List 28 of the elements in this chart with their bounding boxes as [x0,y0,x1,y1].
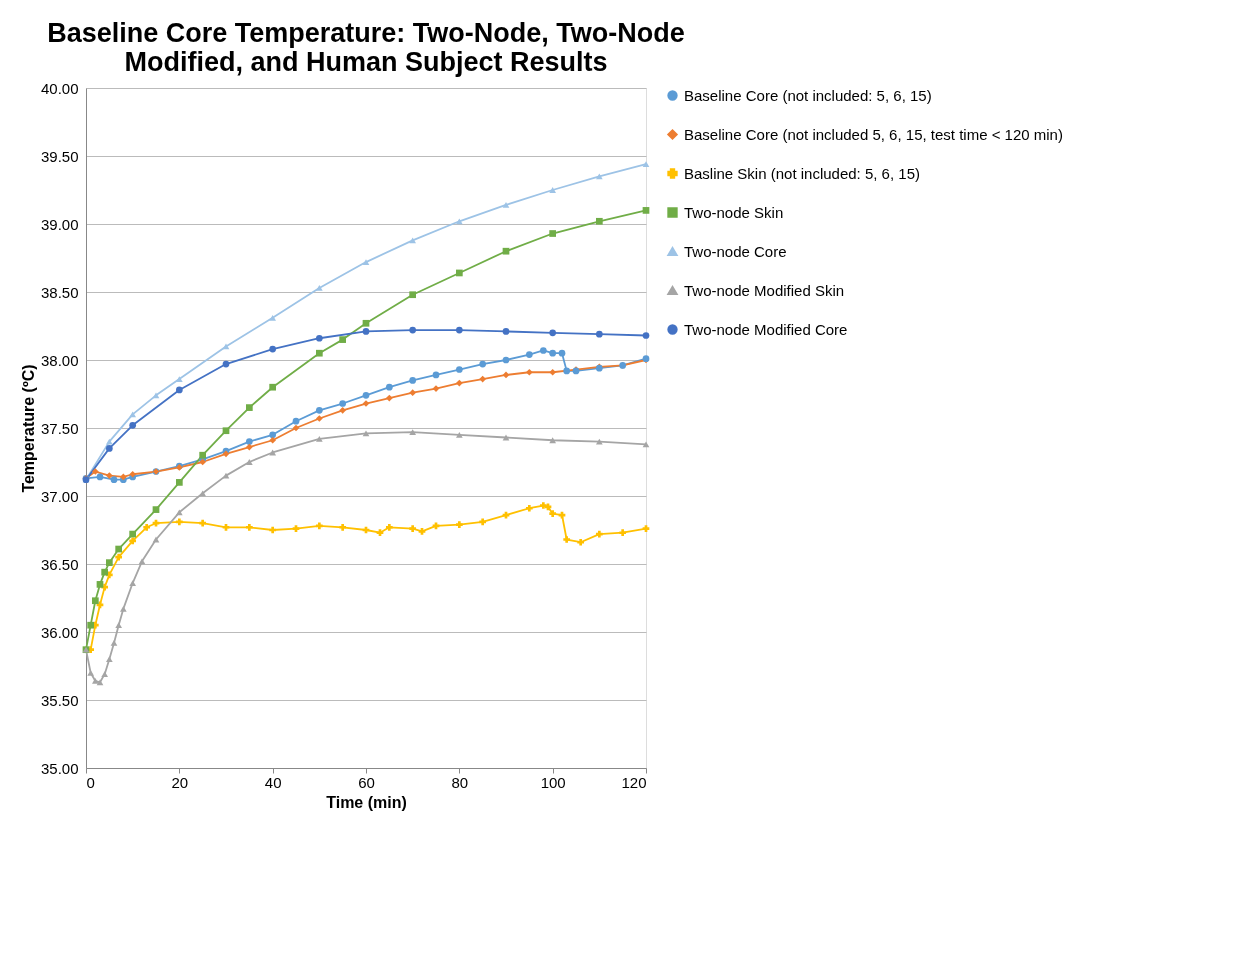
x-tick-label: 20 [171,773,189,791]
x-tick-label: 100 [540,773,566,791]
legend-label: Baseline Core (not included: 5, 6, 15) [684,86,932,104]
y-tick-label: 35.00 [40,759,79,777]
legend-label: Two-node Modified Skin [684,281,845,299]
y-tick-label: 39.00 [40,215,79,233]
y-axis-title: Temperature (ºC) [19,364,37,493]
y-tick-label: 37.00 [40,487,79,505]
x-tick-label: 80 [451,773,469,791]
y-tick-label: 37.50 [40,419,79,437]
y-tick-label: 35.50 [40,691,79,709]
y-tick-label: 38.00 [40,351,79,369]
x-tick-label: 40 [264,773,282,791]
y-tick-label: 39.50 [40,147,79,165]
legend-label: Basline Skin (not included: 5, 6, 15) [684,164,920,182]
y-tick-label: 36.00 [40,623,79,641]
x-axis-title: Time (min) [326,793,407,811]
chart-title: Baseline Core Temperature: Two-Node, Two-Node Modified, and Human Subject Results [47,18,685,77]
y-tick-label: 36.50 [40,555,79,573]
legend-label: Two-node Skin [684,203,784,221]
x-tick-label: 120 [621,773,647,791]
y-tick-label: 40.00 [40,79,79,97]
x-tick-label: 60 [358,773,375,791]
legend-label: Two-node Core [684,242,787,260]
legend-label: Baseline Core (not included 5, 6, 15, test time < 120 min) [684,125,1063,143]
x-tick-label: 0 [86,773,95,791]
legend-label: Two-node Modified Core [684,320,848,338]
y-tick-label: 38.50 [40,283,79,301]
